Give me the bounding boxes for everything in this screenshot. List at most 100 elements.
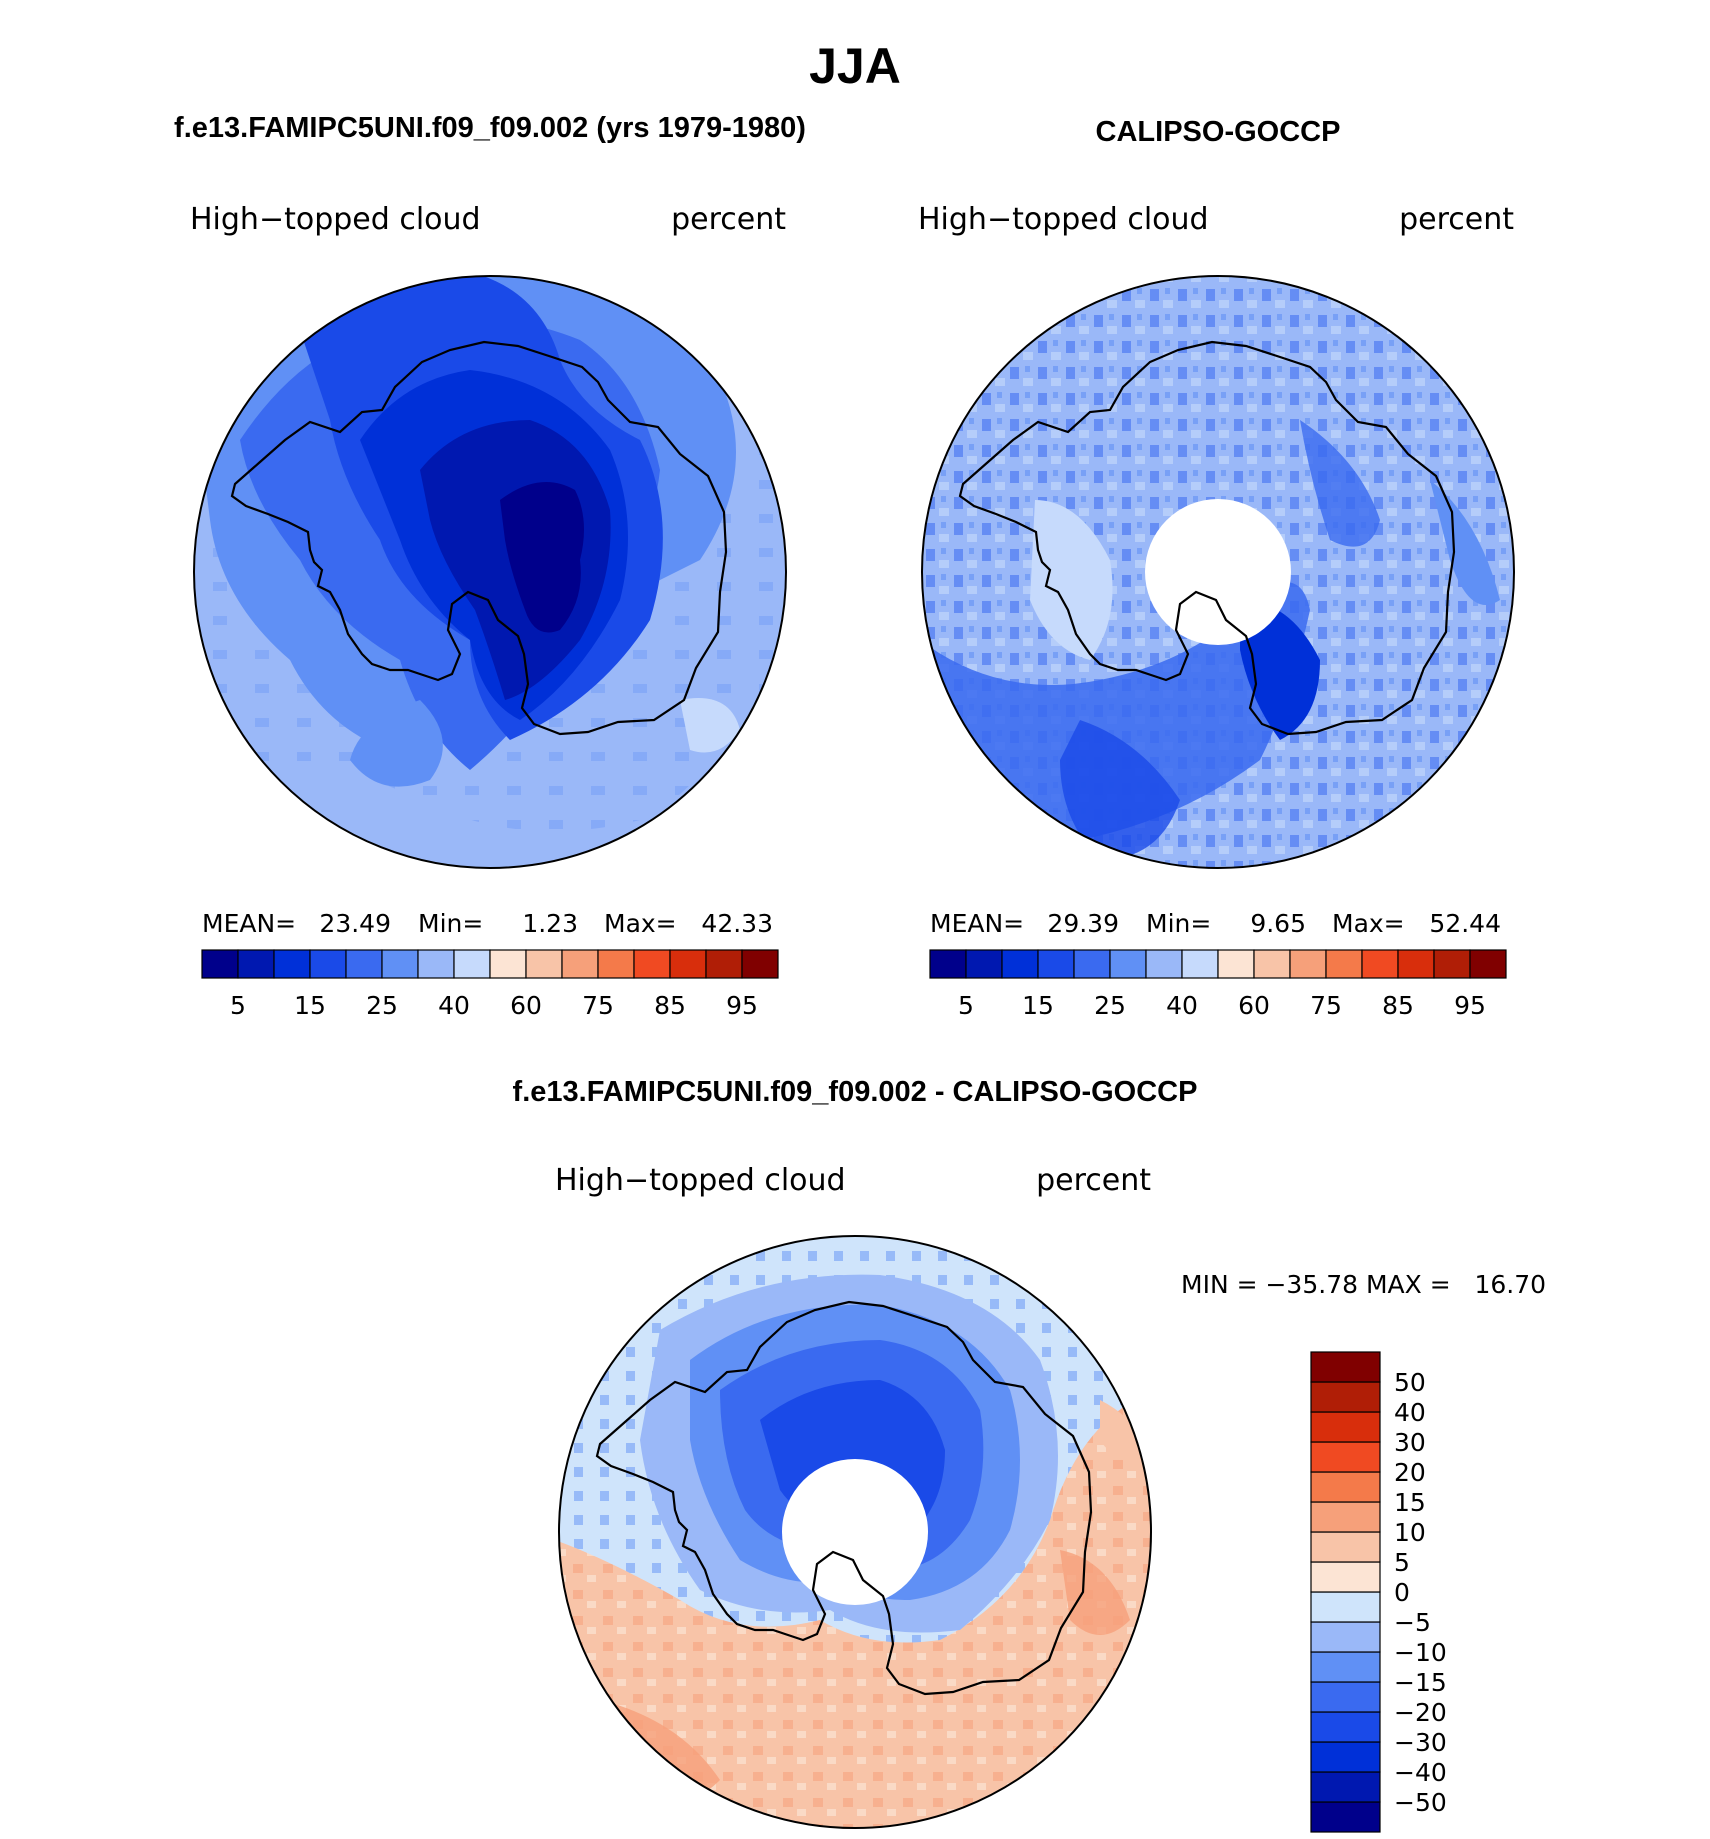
model-colorbar-swatch <box>741 949 779 979</box>
diff-colorbar-swatch <box>1310 1741 1381 1773</box>
obs-variable-label: High−topped cloud <box>918 202 1209 237</box>
diff-colorbar-tick-label: 5 <box>1394 1548 1410 1577</box>
diff-min-max-text: MIN = −35.78 MAX = 16.70 <box>1181 1270 1546 1299</box>
obs-map <box>922 276 1514 868</box>
diff-colorbar-tick-label: −20 <box>1394 1698 1447 1727</box>
main-title: JJA <box>809 38 901 94</box>
obs-map-boundary <box>921 275 1515 869</box>
diff-colorbar-tick-label: −10 <box>1394 1638 1447 1667</box>
obs-colorbar-swatch <box>1289 949 1327 979</box>
model-colorbar-tick-label: 60 <box>510 991 542 1020</box>
obs-colorbar-swatch <box>929 949 967 979</box>
model-stats: MEAN= 23.49 Min= 1.23 Max= 42.33 <box>202 909 773 938</box>
diff-colorbar-swatch <box>1310 1621 1381 1653</box>
obs-stats: MEAN= 29.39 Min= 9.65 Max= 52.44 <box>930 909 1501 938</box>
model-colorbar-swatch <box>633 949 671 979</box>
obs-mean-label: MEAN= <box>930 909 1024 938</box>
diff-colorbar-swatch <box>1310 1681 1381 1713</box>
model-units-label: percent <box>671 202 786 237</box>
diff-colorbar-swatch <box>1310 1471 1381 1503</box>
diff-colorbar-tick-label: −50 <box>1394 1788 1447 1817</box>
diff-colorbar-swatch <box>1310 1771 1381 1803</box>
obs-colorbar: 5 15 25 40 60 75 85 95 <box>929 949 1507 1020</box>
model-map-boundary <box>193 275 787 869</box>
diff-colorbar-swatch <box>1310 1351 1381 1383</box>
model-colorbar-swatch <box>201 949 239 979</box>
panel-diff: f.e13.FAMIPC5UNI.f09_f09.002 - CALIPSO-G… <box>513 1076 1546 1833</box>
obs-colorbar-swatch <box>1037 949 1075 979</box>
diff-colorbar-tick-label: 20 <box>1394 1458 1426 1487</box>
model-colorbar-tick-label: 95 <box>726 991 758 1020</box>
obs-colorbar-tick-label: 25 <box>1094 991 1126 1020</box>
obs-mean-value: 29.39 <box>1047 909 1119 938</box>
diff-colorbar-tick-label: 30 <box>1394 1428 1426 1457</box>
obs-colorbar-tick-label: 75 <box>1310 991 1342 1020</box>
model-panel-header: f.e13.FAMIPC5UNI.f09_f09.002 (yrs 1979-1… <box>174 112 806 144</box>
model-colorbar-tick-label: 25 <box>366 991 398 1020</box>
model-colorbar-swatch <box>417 949 455 979</box>
diff-colorbar-swatch <box>1310 1411 1381 1443</box>
obs-panel-header: CALIPSO-GOCCP <box>1096 116 1341 148</box>
diff-colorbar-swatch <box>1310 1711 1381 1743</box>
obs-colorbar-swatch <box>1361 949 1399 979</box>
obs-colorbar-swatch <box>1253 949 1291 979</box>
diff-colorbar-tick-label: 0 <box>1394 1578 1410 1607</box>
obs-colorbar-swatch <box>1397 949 1435 979</box>
obs-max-value: 52.44 <box>1429 909 1501 938</box>
obs-colorbar-tick-label: 5 <box>958 991 974 1020</box>
model-variable-label: High−topped cloud <box>190 202 481 237</box>
model-colorbar-swatch <box>453 949 491 979</box>
model-colorbar-tick-label: 40 <box>438 991 470 1020</box>
diff-colorbar-swatch <box>1310 1381 1381 1413</box>
model-colorbar-swatch <box>525 949 563 979</box>
model-colorbar-swatch <box>345 949 383 979</box>
obs-colorbar-tick-label: 85 <box>1382 991 1414 1020</box>
obs-colorbar-swatch <box>1109 949 1147 979</box>
model-mean-label: MEAN= <box>202 909 296 938</box>
obs-colorbar-swatch <box>1325 949 1363 979</box>
diff-units-label: percent <box>1036 1163 1151 1198</box>
model-colorbar-swatch <box>489 949 527 979</box>
model-colorbar-swatch <box>309 949 347 979</box>
obs-max-label: Max= <box>1332 909 1405 938</box>
model-colorbar-tick-label: 5 <box>230 991 246 1020</box>
diff-colorbar-tick-label: 50 <box>1394 1368 1426 1397</box>
model-colorbar-tick-label: 15 <box>294 991 326 1020</box>
obs-units-label: percent <box>1399 202 1514 237</box>
obs-colorbar-swatch <box>1001 949 1039 979</box>
model-colorbar: 5 15 25 40 60 75 85 95 <box>201 949 779 1020</box>
diff-colorbar-tick-label: −30 <box>1394 1728 1447 1757</box>
obs-min-value: 9.65 <box>1250 909 1306 938</box>
obs-colorbar-swatch <box>1217 949 1255 979</box>
obs-colorbar-swatch <box>1181 949 1219 979</box>
diff-colorbar-swatch <box>1310 1561 1381 1593</box>
obs-colorbar-tick-label: 95 <box>1454 991 1486 1020</box>
model-max-label: Max= <box>604 909 677 938</box>
diff-colorbar-tick-label: 40 <box>1394 1398 1426 1427</box>
diff-colorbar-tick-label: −15 <box>1394 1668 1447 1697</box>
obs-colorbar-tick-label: 60 <box>1238 991 1270 1020</box>
model-min-value: 1.23 <box>522 909 578 938</box>
obs-colorbar-swatch <box>1433 949 1471 979</box>
model-colorbar-swatch <box>237 949 275 979</box>
model-colorbar-swatch <box>705 949 743 979</box>
diff-variable-label: High−topped cloud <box>555 1163 846 1198</box>
model-mean-value: 23.49 <box>319 909 391 938</box>
obs-colorbar-swatch <box>1469 949 1507 979</box>
diff-panel-header: f.e13.FAMIPC5UNI.f09_f09.002 - CALIPSO-G… <box>513 1076 1198 1108</box>
obs-colorbar-swatch <box>965 949 1003 979</box>
model-colorbar-tick-label: 85 <box>654 991 686 1020</box>
model-colorbar-swatch <box>381 949 419 979</box>
diff-colorbar-swatch <box>1310 1501 1381 1533</box>
obs-min-label: Min= <box>1146 909 1211 938</box>
model-min-label: Min= <box>418 909 483 938</box>
obs-colorbar-swatch <box>1145 949 1183 979</box>
panel-obs: CALIPSO-GOCCP High−topped cloud percent … <box>918 116 1515 1020</box>
diff-colorbar-swatch <box>1310 1591 1381 1623</box>
model-colorbar-swatch <box>669 949 707 979</box>
obs-colorbar-tick-label: 15 <box>1022 991 1054 1020</box>
model-colorbar-swatch <box>597 949 635 979</box>
obs-colorbar-tick-label: 40 <box>1166 991 1198 1020</box>
